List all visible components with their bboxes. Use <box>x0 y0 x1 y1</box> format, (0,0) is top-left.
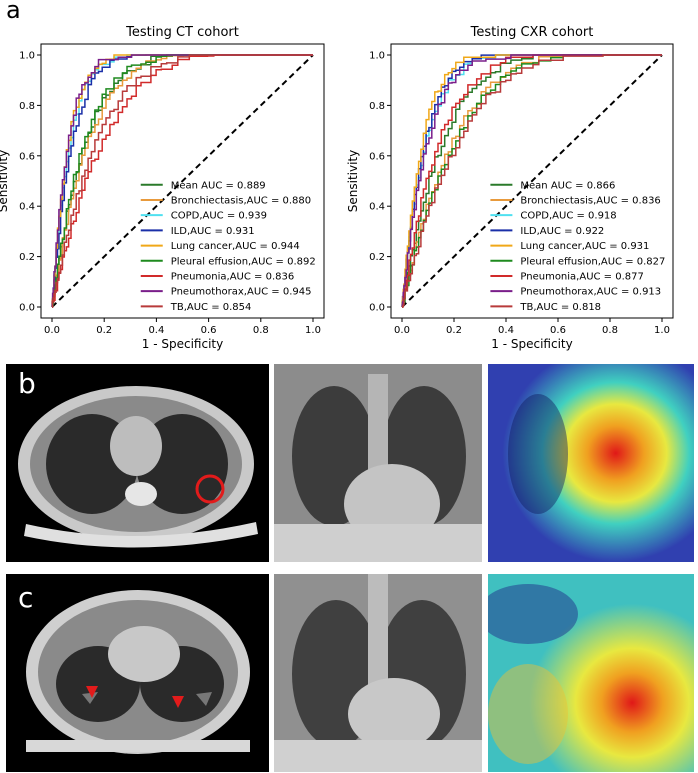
x-tick-label: 0.0 <box>44 325 60 336</box>
x-axis-label: 1 - Specificity <box>142 337 223 351</box>
legend-label: COPD,AUC = 0.939 <box>171 211 267 222</box>
legend-label: ILD,AUC = 0.931 <box>171 226 255 237</box>
legend-label: Pneumothorax,AUC = 0.945 <box>171 287 312 298</box>
x-tick-label: 0.8 <box>253 325 269 336</box>
heatmap-image-c <box>488 574 694 772</box>
roc-curve-tb <box>51 54 313 308</box>
legend-label: COPD,AUC = 0.918 <box>520 211 616 222</box>
lesion-marker-icon <box>195 474 225 504</box>
arrow-marker-icon <box>172 696 184 708</box>
y-tick-label: 1.0 <box>19 51 35 62</box>
y-tick-label: 0.4 <box>369 202 385 213</box>
legend-label: Pneumothorax,AUC = 0.913 <box>520 287 661 298</box>
panel-label-a: a <box>6 0 21 24</box>
legend-label: Pleural effusion,AUC = 0.892 <box>171 256 316 267</box>
ct-scan-image-b <box>6 364 269 562</box>
cxr-image-c <box>274 574 482 772</box>
x-tick-label: 0.6 <box>201 325 217 336</box>
y-tick-label: 0.6 <box>369 151 385 162</box>
chance-diagonal <box>401 54 663 308</box>
legend-label: Pleural effusion,AUC = 0.827 <box>520 256 665 267</box>
ct-scan-image-c <box>6 574 269 772</box>
roc-charts: Testing CT cohort 0.0 0.0 0.2 0.2 0.4 0.4 0.6 0.… <box>0 25 674 351</box>
arrow-marker-icon <box>86 686 98 698</box>
x-tick-label: 0.2 <box>446 325 462 336</box>
y-tick-label: 0.6 <box>19 151 35 162</box>
x-axis-label: 1 - Specificity <box>491 337 572 351</box>
x-tick-label: 0.4 <box>148 325 164 336</box>
y-axis-label: Sensitivity <box>346 150 360 212</box>
roc-chart-1: Testing CT cohort 0.0 0.0 0.2 0.2 0.4 0.4 0.6 0.… <box>0 25 325 351</box>
legend-label: Pneumonia,AUC = 0.877 <box>520 271 643 282</box>
y-tick-label: 0.0 <box>19 303 35 314</box>
heatmap-image-b <box>488 364 694 562</box>
y-tick-label: 1.0 <box>369 51 385 62</box>
legend-label: TB,AUC = 0.818 <box>519 302 601 313</box>
legend-label: Lung cancer,AUC = 0.944 <box>171 241 300 252</box>
legend-label: Mean AUC = 0.866 <box>520 180 615 191</box>
y-axis-label: Sensitivity <box>0 150 10 212</box>
legend-label: Bronchiectasis,AUC = 0.836 <box>520 195 660 206</box>
roc-curve-pneumothorax <box>401 54 662 308</box>
legend-label: Lung cancer,AUC = 0.931 <box>520 241 649 252</box>
y-tick-label: 0.2 <box>369 252 385 263</box>
chance-diagonal <box>51 54 314 308</box>
roc-curve-pleural-effusion <box>401 54 662 308</box>
y-tick-label: 0.2 <box>19 252 35 263</box>
chart-title: Testing CT cohort <box>125 25 239 40</box>
chart-title: Testing CXR cohort <box>470 25 594 40</box>
x-tick-label: 0.2 <box>96 325 112 336</box>
legend-label: Pneumonia,AUC = 0.836 <box>171 271 294 282</box>
panel-label-b: b <box>18 367 36 400</box>
legend-label: Mean AUC = 0.889 <box>171 180 266 191</box>
legend-label: TB,AUC = 0.854 <box>170 302 252 313</box>
x-tick-label: 0.4 <box>498 325 514 336</box>
y-tick-label: 0.4 <box>19 202 35 213</box>
legend-label: ILD,AUC = 0.922 <box>520 226 604 237</box>
x-tick-label: 0.6 <box>550 325 566 336</box>
y-tick-label: 0.8 <box>19 101 35 112</box>
x-tick-label: 1.0 <box>305 325 321 336</box>
panel-label-c: c <box>18 581 34 614</box>
legend-label: Bronchiectasis,AUC = 0.880 <box>171 195 311 206</box>
cxr-image-b <box>274 364 482 562</box>
roc-curve-tb <box>401 54 662 308</box>
x-tick-label: 1.0 <box>654 325 670 336</box>
y-tick-label: 0.0 <box>369 303 385 314</box>
roc-chart-2: Testing CXR cohort 0.0 0.0 0.2 0.2 0.4 0.4 0.6 0… <box>346 25 674 351</box>
y-tick-label: 0.8 <box>369 101 385 112</box>
x-tick-label: 0.8 <box>602 325 618 336</box>
x-tick-label: 0.0 <box>394 325 410 336</box>
